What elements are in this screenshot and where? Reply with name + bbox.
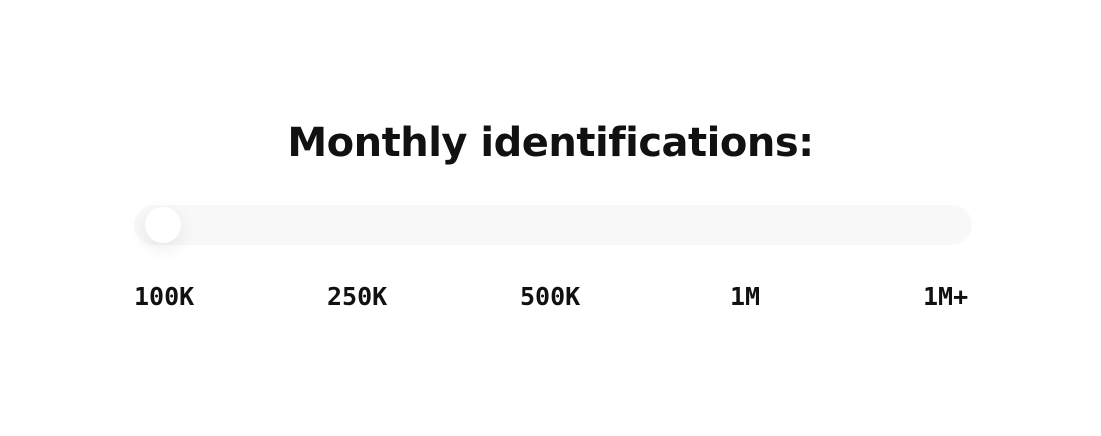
slider-label-100k[interactable]: 100K	[134, 282, 195, 311]
slider-label-250k[interactable]: 250K	[327, 282, 388, 311]
slider-label-500k[interactable]: 500K	[520, 282, 581, 311]
slider-label-1m-plus[interactable]: 1M+	[923, 282, 969, 311]
slider-thumb[interactable]	[145, 207, 181, 243]
slider-track[interactable]	[134, 205, 972, 245]
slider-title: Monthly identifications:	[287, 120, 814, 166]
slider-label-1m[interactable]: 1M	[730, 282, 761, 311]
